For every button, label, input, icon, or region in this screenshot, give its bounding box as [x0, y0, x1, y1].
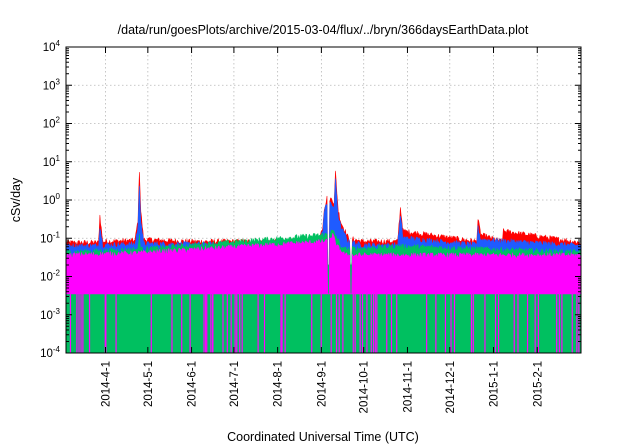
y-axis-label: cSv/day	[9, 177, 23, 222]
y-tick-label: 10-3	[40, 307, 60, 322]
y-tick-label: 10-1	[40, 230, 60, 245]
y-tick-label: 10-4	[40, 345, 60, 360]
y-tick-label: 101	[43, 154, 61, 169]
chart-title: /data/run/goesPlots/archive/2015-03-04/f…	[118, 23, 529, 37]
x-tick-labels: 2014-4-1 2014-5-1 2014-6-1 2014-7-1 2014-8-1…	[101, 361, 545, 413]
x-tick-label: 2014-9-1	[316, 361, 328, 407]
x-tick-label: 2015-2-1	[532, 361, 544, 407]
y-tick-label: 10-2	[40, 269, 60, 284]
series-area	[65, 233, 582, 295]
x-tick-label: 2015-1-1	[489, 361, 501, 407]
x-tick-label: 2014-11-1	[402, 361, 414, 413]
y-tick-labels: 10-4 10-3 10-2 10-1 100 101 102 103 104	[40, 39, 60, 360]
y-tick-label: 104	[43, 39, 61, 54]
y-tick-label: 102	[43, 116, 61, 131]
x-axis-label: Coordinated Universal Time (UTC)	[227, 430, 419, 444]
y-tick-label: 103	[43, 77, 61, 92]
x-tick-label: 2014-4-1	[101, 361, 113, 407]
series-layer	[65, 170, 582, 354]
y-tick-label: 100	[43, 192, 61, 207]
x-tick-label: 2014-7-1	[229, 361, 241, 407]
x-tick-label: 2014-12-1	[445, 361, 457, 413]
ticks	[66, 46, 581, 354]
x-tick-label: 2014-10-1	[359, 361, 371, 413]
x-tick-label: 2014-5-1	[143, 361, 155, 407]
x-tick-label: 2014-8-1	[273, 361, 285, 407]
x-tick-label: 2014-6-1	[187, 361, 199, 407]
